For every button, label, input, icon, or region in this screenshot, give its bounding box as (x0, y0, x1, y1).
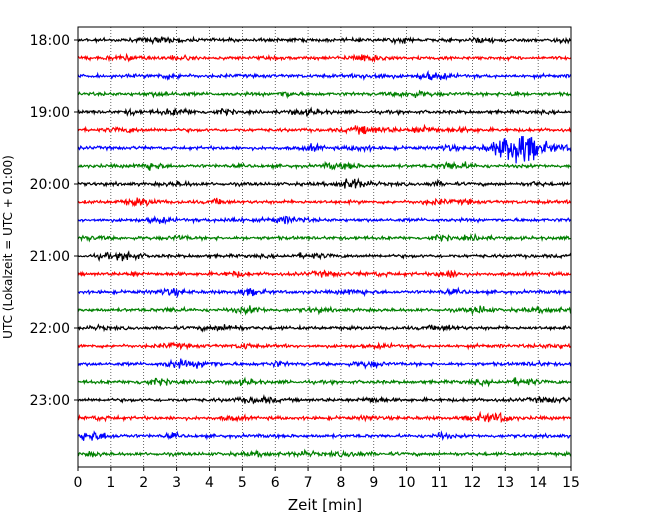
plot-frame (77, 26, 572, 468)
seismogram-trace (77, 430, 572, 442)
seismogram-trace (77, 393, 572, 405)
seismogram-trace (77, 177, 572, 189)
seismogram-trace (77, 286, 572, 299)
trace-layer (77, 35, 572, 459)
seismogram-trace (77, 305, 572, 316)
x-tick-label: 9 (369, 475, 378, 491)
x-axis-ticks: 0 1 2 3 4 5 6 7 8 9 10 11 12 13 14 15 (74, 467, 580, 491)
seismogram-trace (77, 448, 572, 459)
plot-area (78, 27, 571, 467)
seismogram-trace (77, 106, 572, 117)
seismogram-trace (77, 341, 572, 351)
y-tick-label: 18:00 (30, 33, 70, 49)
x-tick-label: 2 (139, 475, 148, 491)
x-tick-label: 12 (463, 475, 481, 491)
x-tick-label: 6 (271, 475, 280, 491)
y-tick-label: 20:00 (30, 177, 70, 193)
seismogram-trace (77, 197, 572, 208)
x-tick-label: 15 (562, 475, 580, 491)
x-tick-label: 10 (398, 475, 416, 491)
x-tick-label: 8 (336, 475, 345, 491)
seismogram-trace (77, 89, 572, 100)
seismogram-trace (77, 376, 572, 388)
seismogram-trace (77, 232, 572, 243)
y-tick-label: 21:00 (30, 249, 70, 265)
seismogram-trace (77, 69, 572, 82)
y-axis-ticks: 18:00 19:00 20:00 21:00 22:00 23:00 (30, 33, 78, 409)
x-tick-label: 4 (205, 475, 214, 491)
seismogram-trace (77, 123, 572, 135)
seismogram-trace (77, 269, 572, 279)
y-tick-label: 19:00 (30, 105, 70, 121)
seismogram-trace (77, 410, 572, 424)
x-tick-label: 1 (106, 475, 115, 491)
seismogram-trace (77, 135, 572, 164)
seismogram-trace (77, 323, 572, 333)
y-tick-label: 23:00 (30, 393, 70, 409)
seismogram-trace (77, 35, 572, 46)
x-tick-label: 5 (238, 475, 247, 491)
seismogram-trace (77, 358, 572, 370)
grid-layer (110, 27, 539, 467)
seismogram-trace (77, 215, 572, 226)
x-tick-label: 3 (172, 475, 181, 491)
seismogram-trace (77, 250, 572, 262)
y-tick-label: 22:00 (30, 321, 70, 337)
y-axis-label: UTC (Lokalzeit = UTC + 01:00) (1, 155, 15, 339)
x-tick-label: 0 (74, 475, 83, 491)
seismogram-trace (77, 160, 572, 171)
x-tick-label: 13 (496, 475, 514, 491)
seismogram-trace (77, 52, 572, 63)
x-tick-label: 11 (431, 475, 449, 491)
x-tick-label: 7 (304, 475, 313, 491)
x-axis-label: Zeit [min] (288, 496, 362, 514)
x-tick-label: 14 (529, 475, 547, 491)
